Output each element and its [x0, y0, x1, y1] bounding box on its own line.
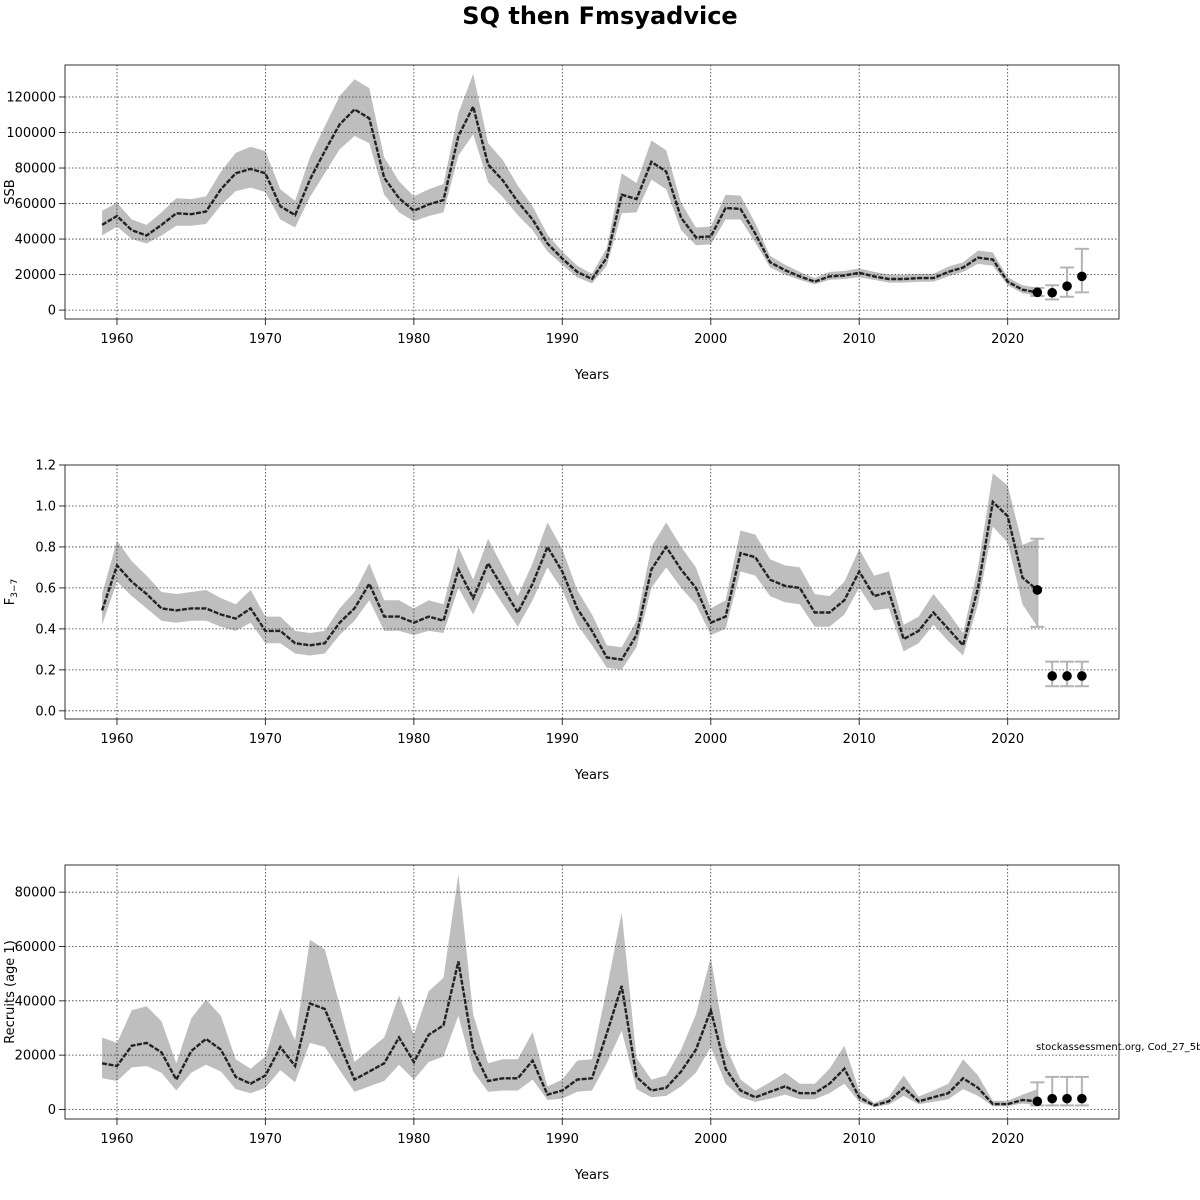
x-tick-label: 2020 [991, 1132, 1024, 1147]
y-tick-label: 80000 [15, 886, 56, 901]
x-tick-label: 2020 [991, 732, 1024, 747]
projection-point [1062, 1093, 1072, 1104]
x-tick-label: 1970 [249, 332, 282, 347]
projection-point [1032, 585, 1043, 595]
x-tick-label: 2000 [694, 1132, 727, 1147]
y-tick-label: 1.2 [35, 459, 56, 474]
plot-frame [64, 464, 1120, 720]
confidence-band [102, 73, 1038, 296]
x-tick-label: 1970 [249, 1132, 282, 1147]
projection-point [1047, 671, 1057, 681]
y-tick-label: 40000 [15, 233, 56, 248]
y-tick-label: 60000 [15, 940, 56, 955]
ssb-panel: 1960 1970 1980 1990 2000 2010 2020 0 20000 40000 6… [3, 64, 1120, 383]
projection-point [1047, 1093, 1057, 1104]
y-tick-label: 40000 [15, 994, 56, 1009]
y-axis-label: Recruits (age 1) [3, 940, 18, 1044]
projection-point [1062, 671, 1072, 681]
y-axis-label-subscript: 3−7 [10, 579, 20, 598]
projection-point [1032, 1096, 1043, 1107]
y-tick-label: 0.6 [35, 581, 56, 596]
confidence-band [102, 473, 1038, 670]
x-tick-label: 1980 [397, 732, 430, 747]
x-tick-label: 2010 [843, 332, 876, 347]
plot-frame [64, 64, 1120, 320]
y-tick-label: 120000 [6, 90, 56, 105]
x-tick-label: 1970 [249, 732, 282, 747]
estimate-line [101, 103, 1038, 294]
y-tick-label: 60000 [15, 197, 56, 212]
x-tick-label: 2000 [694, 732, 727, 747]
x-tick-label: 1960 [100, 732, 133, 747]
projection-point [1077, 671, 1087, 681]
x-tick-label: 1990 [546, 332, 579, 347]
estimate-line [101, 961, 1038, 1107]
y-tick-label: 0 [48, 304, 56, 319]
x-tick-label: 1980 [397, 1132, 430, 1147]
x-tick-label: 2000 [694, 332, 727, 347]
x-tick-label: 1980 [397, 332, 430, 347]
y-axis-label: F3−7 [3, 579, 20, 605]
estimate-line [100, 499, 1039, 661]
x-tick-label: 2010 [843, 1132, 876, 1147]
y-axis-label-main: F [3, 598, 18, 605]
projection-point [1077, 271, 1087, 282]
recruits-panel: 1960 1970 1980 1990 2000 2010 2020 0 20000 40000 6… [3, 864, 1120, 1183]
y-tick-label: 0.4 [35, 622, 56, 637]
y-axis-label: SSB [3, 179, 18, 204]
x-tick-label: 2010 [843, 732, 876, 747]
y-tick-label: 0 [48, 1103, 56, 1118]
x-axis-label: Years [574, 768, 610, 783]
y-tick-label: 80000 [15, 162, 56, 177]
projection-point [1047, 287, 1057, 298]
y-tick-label: 0.0 [35, 704, 56, 719]
y-tick-label: 0.8 [35, 540, 56, 555]
y-tick-label: 1.0 [35, 499, 56, 514]
x-axis-label: Years [574, 368, 610, 383]
x-tick-label: 1990 [546, 1132, 579, 1147]
x-tick-label: 1960 [100, 332, 133, 347]
y-tick-label: 100000 [6, 126, 56, 141]
projection-point [1032, 287, 1043, 298]
chart-title: SQ then Fmsyadvice [462, 2, 737, 30]
projection-point [1062, 281, 1072, 291]
plot-frame [64, 864, 1120, 1120]
f-panel: 1960 1970 1980 1990 2000 2010 2020 0.0 0.2 0.4 0.6… [3, 459, 1120, 783]
x-tick-label: 2020 [991, 332, 1024, 347]
y-tick-label: 0.2 [35, 663, 56, 678]
y-tick-label: 20000 [15, 268, 56, 283]
confidence-band [102, 874, 1038, 1107]
x-tick-label: 1960 [100, 1132, 133, 1147]
projection-point [1077, 1093, 1087, 1104]
x-tick-label: 1990 [546, 732, 579, 747]
credit-text: stockassessment.org, Cod_27_5b [1036, 1042, 1200, 1053]
x-axis-label: Years [574, 1168, 610, 1183]
y-tick-label: 20000 [15, 1049, 56, 1064]
